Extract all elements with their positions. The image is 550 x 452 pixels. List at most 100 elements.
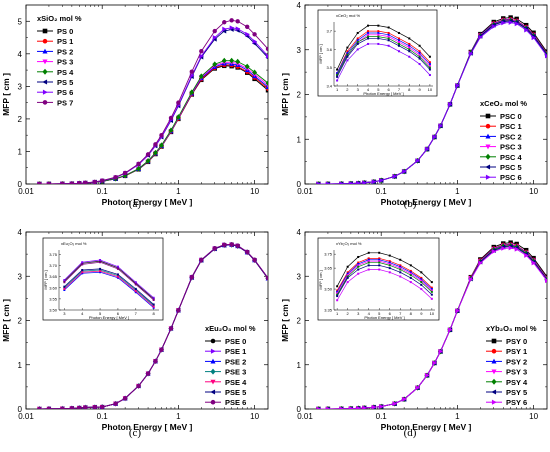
inset-x-tick-label: 8: [408, 87, 411, 92]
inset-label: xEu₂O₃ mol %: [61, 241, 87, 246]
inset-x-tick-label: 9: [418, 87, 421, 92]
inset-data-point: [134, 282, 137, 285]
inset-y-tick-label: 3.7: [326, 29, 332, 34]
inset-data-point: [152, 299, 155, 301]
y-tick-label: 4: [18, 50, 23, 59]
inset-y-label: MFP [ cm ]: [318, 44, 323, 63]
data-point: [77, 405, 82, 409]
inset-data-point: [152, 306, 155, 309]
inset-data-point: [81, 261, 84, 264]
inset-data-point: [152, 303, 155, 306]
inset-data-point: [418, 63, 421, 66]
inset-data-point: [346, 52, 349, 55]
data-point: [159, 132, 164, 138]
inset-data-point: [367, 261, 370, 264]
x-tick-label: 1: [176, 187, 181, 196]
legend-entry: PSY 1: [506, 347, 527, 356]
inset-x-tick-label: 1: [336, 311, 339, 316]
data-point: [83, 180, 88, 184]
data-point: [176, 100, 181, 105]
inset-data-point: [116, 267, 119, 270]
legend-title: xCeO₂ mol %: [480, 99, 527, 108]
y-tick-label: 0: [18, 405, 23, 414]
data-point: [265, 275, 268, 281]
data-point: [491, 249, 497, 254]
legend-marker: [42, 28, 48, 34]
x-tick-label: 10: [529, 412, 538, 421]
inset-data-point: [134, 287, 137, 290]
inset-data-point: [378, 257, 381, 260]
legend-marker: [42, 68, 48, 75]
inset-data-point: [397, 39, 400, 42]
y-axis-label: MFP [ cm ]: [280, 299, 290, 342]
data-point: [235, 58, 241, 65]
inset-y-tick-label: 3.35: [324, 308, 333, 313]
inset-data-point: [377, 37, 380, 40]
inset-data-point: [357, 264, 360, 267]
data-point: [46, 406, 52, 409]
inset-x-tick-label: 2: [347, 311, 350, 316]
inset-data-point: [346, 265, 349, 268]
inset-x-tick-label: 7: [135, 311, 138, 316]
x-tick-label: 0.01: [297, 412, 313, 421]
inset-data-point: [356, 37, 359, 40]
inset-x-tick-label: 1: [336, 87, 339, 92]
data-point: [222, 20, 227, 25]
inset-data-point: [81, 270, 84, 273]
inset-data-point: [399, 271, 402, 274]
y-tick-label: 3: [18, 272, 23, 281]
series-group: [315, 240, 547, 409]
inset-x-tick-label: 6: [388, 87, 391, 92]
inset-series-line: [64, 271, 154, 309]
inset-data-point: [387, 37, 390, 40]
panel-caption: (d): [404, 427, 417, 439]
inset-data-point: [116, 276, 119, 279]
inset-data-point: [367, 33, 370, 36]
legend-marker: [485, 153, 491, 160]
legend-marker: [485, 174, 491, 180]
y-tick-label: 4: [297, 1, 302, 10]
legend-entry: PSY 3: [506, 368, 527, 377]
inset-data-point: [430, 290, 433, 293]
legend-marker: [210, 389, 216, 395]
inset-data-point: [134, 290, 137, 293]
inset-data-point: [63, 279, 66, 281]
data-point: [222, 242, 227, 248]
inset-x-tick-label: 5: [99, 311, 102, 316]
inset-series-line: [336, 43, 431, 81]
data-point: [83, 405, 88, 409]
legend-entry: PSC 2: [500, 132, 522, 141]
legend-entry: PSY 4: [506, 378, 528, 387]
inset-data-point: [346, 46, 349, 49]
inset-data-point: [430, 293, 433, 296]
inset-x-tick-label: 4: [367, 87, 370, 92]
data-point: [153, 149, 158, 156]
data-point: [252, 39, 258, 44]
data-point: [415, 385, 421, 391]
inset-data-point: [378, 264, 381, 267]
data-point: [229, 25, 235, 31]
series-line-ps-3: [39, 61, 268, 184]
inset-label: xCeO₂ mol %: [336, 13, 360, 18]
inset-data-point: [99, 269, 102, 271]
legend-entry: PSY 2: [506, 357, 527, 366]
data-point: [425, 146, 430, 152]
series-line-ps-6: [39, 27, 268, 184]
data-point: [371, 179, 377, 184]
inset-x-tick-label: 7: [398, 87, 401, 92]
data-point: [235, 243, 240, 248]
data-point: [508, 245, 514, 251]
inset-x-tick-label: 3: [357, 311, 360, 316]
data-point: [379, 404, 384, 409]
legend-marker: [485, 133, 491, 139]
data-point: [60, 181, 65, 184]
data-point: [348, 406, 354, 409]
inset-data-point: [399, 265, 402, 268]
data-point: [113, 401, 118, 406]
y-axis-label: MFP [ cm ]: [280, 73, 290, 116]
legend-marker: [491, 378, 497, 385]
data-point: [468, 51, 474, 57]
data-point: [77, 181, 82, 184]
inset-data-point: [81, 269, 84, 271]
